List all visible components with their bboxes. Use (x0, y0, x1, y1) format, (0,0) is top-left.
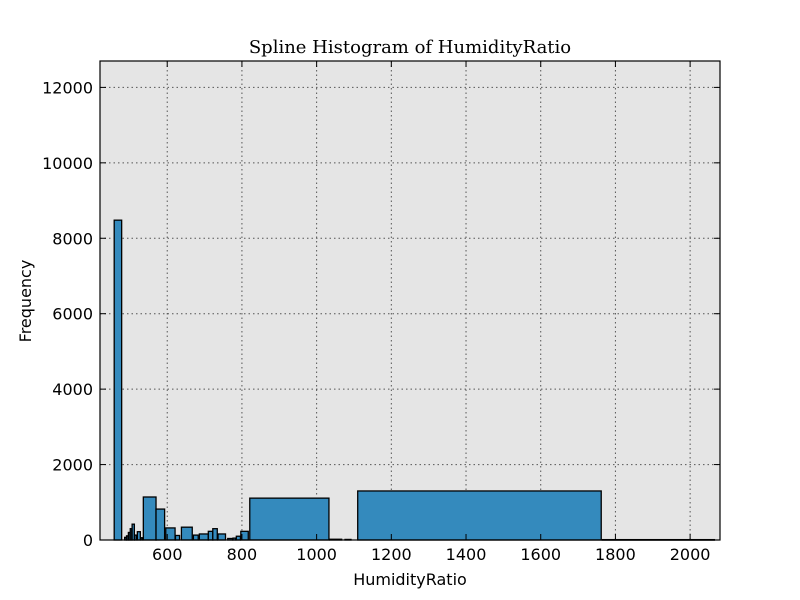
histogram-bar (198, 533, 209, 541)
y-axis-label: Frequency (16, 260, 35, 343)
y-tick-label: 2000 (52, 456, 93, 475)
histogram-bar (155, 508, 166, 541)
y-tick-label: 0 (83, 531, 93, 550)
y-tick-label: 8000 (52, 229, 93, 248)
x-tick-label: 1400 (446, 545, 487, 564)
histogram-bar (180, 526, 193, 541)
histogram-bar (174, 534, 181, 541)
plot-background (100, 61, 720, 540)
y-tick-labels: 0 2000 4000 6000 8000 10000 12000 (42, 78, 93, 550)
x-tick-label: 1600 (520, 545, 561, 564)
chart-title: Spline Histogram of HumidityRatio (249, 37, 571, 58)
y-tick-label: 6000 (52, 305, 93, 324)
x-axis-label: HumidityRatio (353, 570, 467, 589)
x-tick-label: 600 (152, 545, 183, 564)
x-tick-label: 800 (227, 545, 258, 564)
histogram-bar (113, 219, 123, 541)
y-tick-label: 10000 (42, 154, 93, 173)
x-tick-label: 2000 (670, 545, 711, 564)
x-tick-label: 1000 (296, 545, 337, 564)
histogram-bar (212, 528, 218, 541)
x-tick-label: 1200 (371, 545, 412, 564)
histogram-bar (142, 496, 157, 541)
axis-ticks (100, 61, 720, 541)
x-tick-labels: 600 800 1000 1200 1400 1600 1800 2000 (152, 545, 711, 564)
histogram-bar (134, 534, 138, 541)
x-tick-label: 1800 (595, 545, 636, 564)
histogram-bar (207, 530, 214, 541)
histogram-bar (136, 531, 141, 541)
plot-frame (99, 60, 721, 541)
histogram-bar (249, 497, 330, 541)
y-tick-label: 12000 (42, 78, 93, 97)
y-tick-label: 4000 (52, 380, 93, 399)
histogram-bar (357, 490, 602, 541)
histogram-bar (131, 523, 136, 541)
histogram-bar (217, 533, 227, 541)
histogram-bar (192, 534, 199, 541)
grid (100, 61, 720, 540)
